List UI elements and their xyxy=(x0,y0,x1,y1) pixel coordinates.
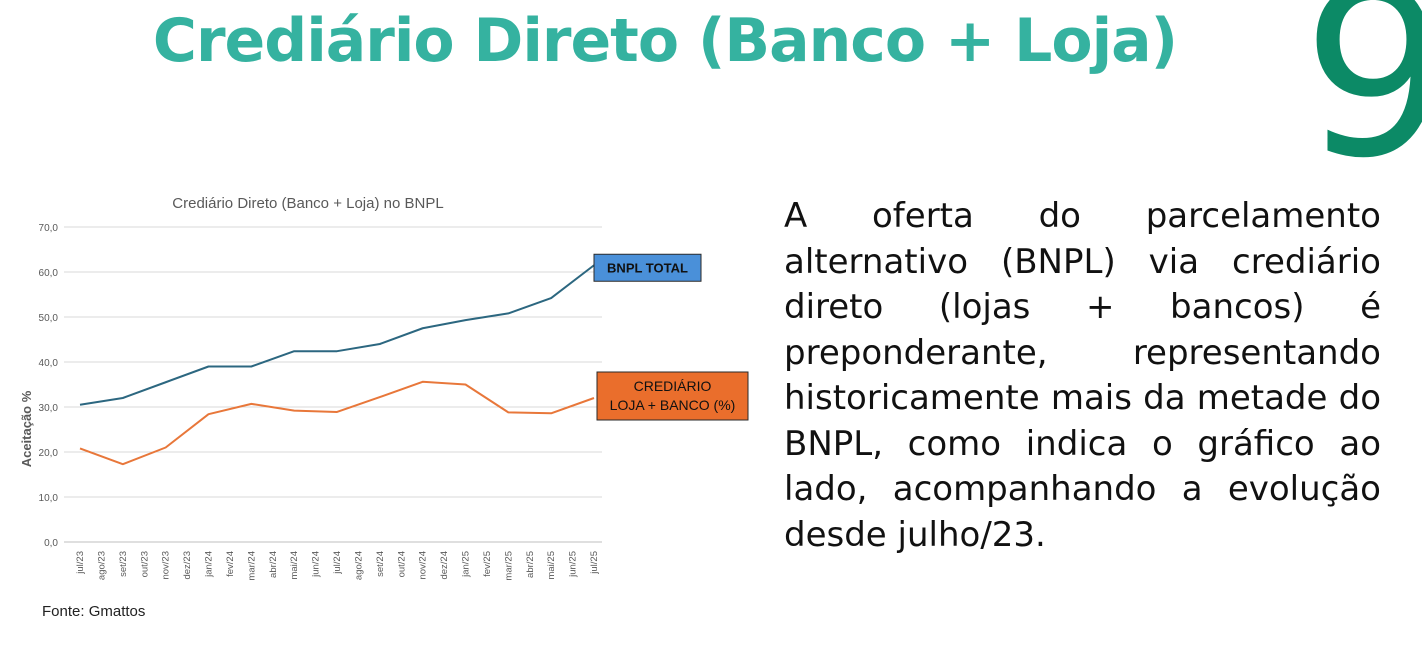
x-tick-label: dez/24 xyxy=(439,551,450,580)
y-tick-labels: 0,0 10,0 20,0 30,0 40,0 50,0 60,0 70,0 xyxy=(39,223,59,549)
y-axis-label: Aceitação % xyxy=(19,390,34,467)
y-tick-label: 70,0 xyxy=(39,223,59,234)
x-tick-label: jul/25 xyxy=(589,551,600,575)
page-number: 9 xyxy=(1302,0,1422,209)
x-tick-label: nov/24 xyxy=(418,551,429,580)
x-tick-label: mar/24 xyxy=(246,551,257,581)
x-tick-label: out/23 xyxy=(139,551,150,577)
x-tick-label: jan/25 xyxy=(461,551,472,578)
series-label-crediario: CREDIÁRIO LOJA + BANCO (%) xyxy=(596,371,749,421)
x-tick-label: ago/24 xyxy=(353,551,364,580)
line-chart: Crediário Direto (Banco + Loja) no BNPL … xyxy=(19,195,749,581)
x-tick-label: set/24 xyxy=(375,551,386,577)
x-tick-label: abr/24 xyxy=(268,551,279,578)
x-tick-label: jan/24 xyxy=(204,551,215,578)
svg-text:CREDIÁRIO: CREDIÁRIO xyxy=(634,378,712,394)
chart-source: Fonte: Gmattos xyxy=(42,603,146,620)
series-label-bnpl-total: BNPL TOTAL xyxy=(593,253,702,282)
x-tick-label: mai/24 xyxy=(289,551,300,580)
x-tick-label: dez/23 xyxy=(182,551,193,580)
y-tick-label: 20,0 xyxy=(39,448,59,459)
x-tick-label: mar/25 xyxy=(503,551,514,581)
x-tick-label: abr/25 xyxy=(525,551,536,578)
y-tick-label: 30,0 xyxy=(39,403,59,414)
x-tick-label: fev/25 xyxy=(482,551,493,577)
x-tick-label: jun/24 xyxy=(311,551,322,578)
y-tick-label: 10,0 xyxy=(39,493,59,504)
gridlines xyxy=(64,226,602,543)
x-tick-label: jun/25 xyxy=(568,551,579,578)
x-tick-label: mai/25 xyxy=(546,551,557,580)
series-labels: BNPL TOTAL CREDIÁRIO LOJA + BANCO (%) xyxy=(593,253,749,421)
y-tick-label: 50,0 xyxy=(39,313,59,324)
x-tick-label: jul/23 xyxy=(75,551,86,575)
x-tick-label: jul/24 xyxy=(332,551,343,575)
x-tick-labels: jul/23 ago/23 set/23 out/23 nov/23 dez/23 jan/… xyxy=(75,551,600,581)
slide-title: Crediário Direto (Banco + Loja) xyxy=(152,6,1178,76)
chart-title: Crediário Direto (Banco + Loja) no BNPL xyxy=(172,195,443,212)
y-tick-label: 0,0 xyxy=(44,538,58,549)
body-text: A oferta do parcelamento alternativo (BN… xyxy=(784,196,1381,555)
series-lines xyxy=(79,264,595,466)
x-tick-label: out/24 xyxy=(396,551,407,577)
svg-text:LOJA + BANCO (%): LOJA + BANCO (%) xyxy=(610,397,736,413)
y-tick-label: 40,0 xyxy=(39,358,59,369)
x-tick-label: nov/23 xyxy=(161,551,172,580)
series-line-crediario xyxy=(79,380,595,466)
x-tick-label: set/23 xyxy=(118,551,129,577)
x-tick-label: ago/23 xyxy=(96,551,107,580)
series-line-bnpl-total xyxy=(79,264,595,406)
x-tick-label: fev/24 xyxy=(225,551,236,577)
svg-text:BNPL TOTAL: BNPL TOTAL xyxy=(607,260,688,275)
y-tick-label: 60,0 xyxy=(39,268,59,279)
